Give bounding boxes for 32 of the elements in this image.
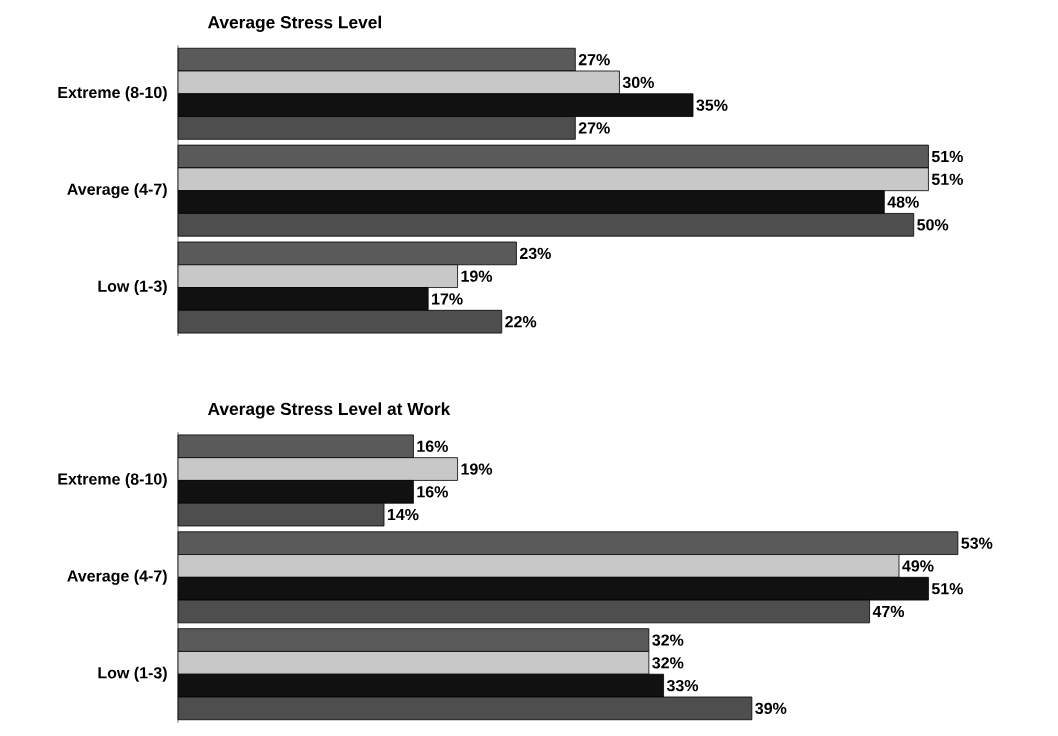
data-label: 17% xyxy=(432,293,463,305)
y-tick-label: Low (1-3) xyxy=(98,666,167,682)
data-label: 48% xyxy=(887,196,919,208)
data-label: 27% xyxy=(578,53,610,66)
data-label: 39% xyxy=(755,702,787,715)
data-label: 16% xyxy=(417,440,448,452)
chart-title: Average Stress Level xyxy=(207,15,381,32)
data-label: 50% xyxy=(917,219,949,231)
y-tick-label: Low (1-3) xyxy=(98,280,167,296)
data-label: 32% xyxy=(652,634,684,646)
y-tick-label: Extreme (8-10) xyxy=(58,86,167,102)
data-label: 51% xyxy=(931,173,963,185)
y-tick-label: Average (4-7) xyxy=(67,569,167,585)
data-label: 23% xyxy=(519,247,551,260)
data-label: 47% xyxy=(872,605,905,618)
data-label: 49% xyxy=(902,560,934,572)
data-label: 32% xyxy=(652,657,684,669)
data-label: 33% xyxy=(666,679,699,692)
data-label: 30% xyxy=(622,76,654,89)
data-label: 27% xyxy=(578,122,610,134)
data-label: 14% xyxy=(387,508,419,521)
data-label: 22% xyxy=(505,316,537,328)
data-label: 16% xyxy=(417,486,448,498)
data-label: 51% xyxy=(931,150,963,163)
data-label: 35% xyxy=(696,99,728,111)
data-label: 51% xyxy=(931,583,963,595)
data-label: 53% xyxy=(961,537,993,549)
chart-title: Average Stress Level at Work xyxy=(207,402,451,419)
data-label: 19% xyxy=(461,270,493,282)
data-label: 19% xyxy=(461,463,493,475)
y-tick-label: Average (4-7) xyxy=(67,183,167,199)
y-tick-label: Extreme (8-10) xyxy=(58,472,167,488)
